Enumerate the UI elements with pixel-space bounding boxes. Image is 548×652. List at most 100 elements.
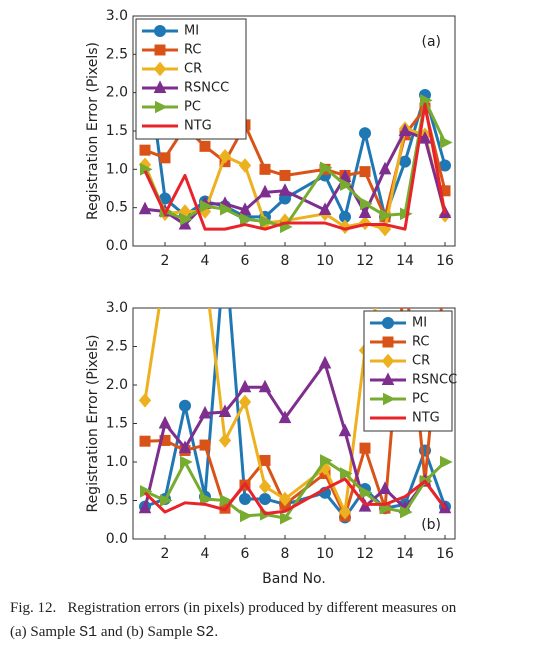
y-tick-label: 2.0 xyxy=(106,85,128,101)
y-tick-label: 0.0 xyxy=(106,531,128,547)
legend-label: MI xyxy=(184,24,199,39)
marker xyxy=(158,415,172,429)
marker xyxy=(382,317,394,329)
marker xyxy=(238,379,252,393)
marker xyxy=(399,155,411,168)
marker xyxy=(180,455,193,469)
x-tick-label: 10 xyxy=(316,546,334,562)
legend-label: CR xyxy=(412,354,430,369)
legend-label: CR xyxy=(184,62,202,77)
marker xyxy=(381,372,395,385)
marker xyxy=(200,199,213,213)
marker xyxy=(420,263,431,276)
marker xyxy=(340,467,353,480)
marker xyxy=(360,486,373,500)
marker xyxy=(359,442,371,454)
marker xyxy=(340,178,353,191)
x-tick-label: 10 xyxy=(316,253,334,269)
marker xyxy=(360,197,373,211)
marker xyxy=(138,500,152,514)
marker xyxy=(440,136,453,149)
marker xyxy=(240,509,253,523)
marker xyxy=(180,212,193,226)
marker xyxy=(139,435,151,447)
marker xyxy=(260,215,273,228)
marker xyxy=(238,158,252,173)
marker xyxy=(139,144,151,156)
caption-line: Fig. 12. Registration errors (in pixels)… xyxy=(10,600,456,617)
annotation: (a) xyxy=(421,34,441,50)
marker xyxy=(279,169,291,181)
y-tick-label: 0.5 xyxy=(106,200,128,216)
legend-label: RC xyxy=(412,335,429,350)
marker xyxy=(200,492,213,506)
marker xyxy=(199,140,211,152)
marker xyxy=(218,404,232,417)
marker xyxy=(418,131,432,144)
caption-sample: S1 xyxy=(79,624,98,641)
x-tick-label: 4 xyxy=(201,546,210,562)
marker xyxy=(153,80,167,93)
x-axis-label: Band No. xyxy=(262,571,326,587)
marker xyxy=(381,353,395,369)
marker xyxy=(359,166,371,178)
plot-area xyxy=(138,39,453,237)
marker xyxy=(278,183,292,196)
marker xyxy=(338,219,352,235)
marker xyxy=(383,392,396,406)
y-axis-label: Registration Error (Pixels) xyxy=(85,334,101,512)
marker xyxy=(160,494,173,507)
x-tick-label: 4 xyxy=(201,253,210,269)
marker xyxy=(358,215,372,231)
series-line xyxy=(143,477,447,516)
marker xyxy=(199,439,211,451)
marker xyxy=(400,505,413,519)
marker xyxy=(218,149,232,164)
y-axis-label: Registration Error (Pixels) xyxy=(85,42,101,220)
marker xyxy=(238,202,252,215)
marker xyxy=(320,161,333,175)
legend-label: MI xyxy=(412,316,427,331)
marker xyxy=(155,100,168,114)
marker xyxy=(358,205,372,219)
marker xyxy=(382,336,394,348)
marker xyxy=(259,163,271,175)
x-tick-label: 14 xyxy=(396,546,414,562)
figure: 0.0 0.5 1.0 1.5 2.0 2.5 3.0 2 4 6 8 10 12 14 16 Registr… xyxy=(85,8,457,587)
legend-label: RSNCC xyxy=(412,373,457,388)
x-tick-label: 2 xyxy=(161,546,170,562)
x-tick-label: 16 xyxy=(436,253,454,269)
caption-sample: S2 xyxy=(196,624,215,641)
marker xyxy=(318,355,332,369)
marker xyxy=(258,379,272,393)
marker xyxy=(359,127,371,140)
y-tick-label: 0.5 xyxy=(106,493,128,509)
marker xyxy=(239,492,251,505)
marker xyxy=(378,161,392,175)
y-tick-label: 1.5 xyxy=(106,416,128,432)
legend-label: RSNCC xyxy=(184,81,229,96)
marker xyxy=(258,479,272,494)
marker xyxy=(338,423,352,437)
caption-text: . xyxy=(214,624,219,640)
x-tick-label: 16 xyxy=(436,546,454,562)
x-tick-label: 8 xyxy=(281,546,290,562)
x-tick-label: 2 xyxy=(161,253,170,269)
marker xyxy=(138,201,152,215)
caption-label: Fig. 12. xyxy=(10,600,57,616)
marker xyxy=(380,209,393,222)
x-tick-label: 6 xyxy=(241,253,250,269)
marker xyxy=(180,263,191,276)
legend-label: PC xyxy=(184,100,201,115)
marker xyxy=(154,25,166,37)
y-tick-label: 0.0 xyxy=(106,238,128,254)
y-tick-label: 2.0 xyxy=(106,377,128,393)
caption-text: (a) Sample xyxy=(10,624,76,640)
marker xyxy=(220,494,233,507)
marker xyxy=(198,405,212,419)
y-tick-label: 1.0 xyxy=(106,454,128,470)
y-tick-label: 2.5 xyxy=(106,339,128,355)
marker xyxy=(153,61,167,77)
x-tick-label: 6 xyxy=(241,546,250,562)
legend-box xyxy=(363,310,453,432)
